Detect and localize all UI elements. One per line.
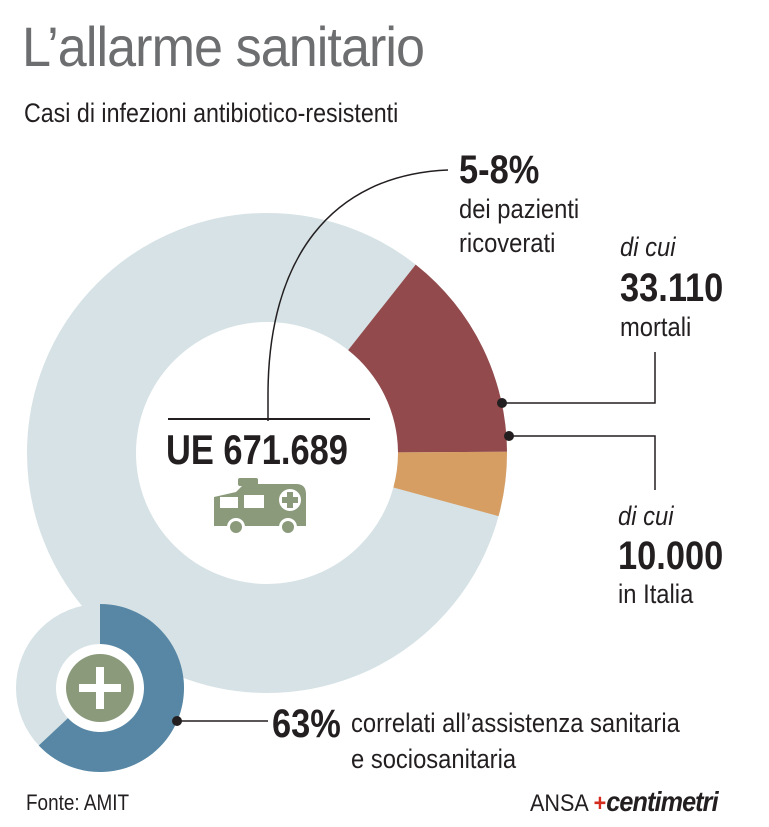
source-note: Fonte: AMIT: [26, 790, 130, 815]
brand-prefix: ANSA: [530, 790, 588, 817]
italy-value: 10.000: [618, 534, 724, 578]
deaths-label: mortali: [620, 312, 692, 342]
patients-label-line1: dei pazienti: [459, 194, 580, 224]
leader-dot-healthcare: [172, 716, 182, 726]
patients-label-line2: ricoverati: [459, 228, 556, 258]
medical-cross-icon: [66, 654, 134, 722]
deaths-value: 33.110: [620, 266, 724, 310]
leader-line-patients: [267, 169, 449, 421]
italy-label: in Italia: [618, 579, 694, 609]
leader-line-deaths: [502, 352, 656, 404]
slice-italy: [393, 451, 507, 517]
leader-dot-deaths: [497, 398, 507, 408]
brand-name: centimetri: [606, 786, 718, 817]
slice-deaths: [348, 264, 507, 453]
brand-plus: +: [593, 790, 607, 817]
chart-subtitle: Casi di infezioni antibiotico-resistenti: [24, 98, 399, 128]
patients-percent: 5-8%: [459, 148, 540, 192]
italy-prefix: di cui: [618, 501, 674, 531]
leader-line-italy: [509, 435, 656, 490]
healthcare-label-line2: e sociosanitaria: [351, 744, 517, 774]
deaths-prefix: di cui: [620, 232, 676, 262]
healthcare-percent: 63%: [272, 702, 341, 746]
slice-healthcare: [38, 604, 184, 772]
ambulance-icon: [214, 478, 306, 536]
total-label: UE 671.689: [166, 426, 348, 473]
healthcare-label-line1: correlati all’assistenza sanitaria: [351, 708, 680, 738]
page-title: L’allarme sanitario: [22, 15, 425, 78]
brand-logo: ANSA +centimetri: [530, 786, 719, 818]
leader-dot-italy: [504, 431, 514, 441]
